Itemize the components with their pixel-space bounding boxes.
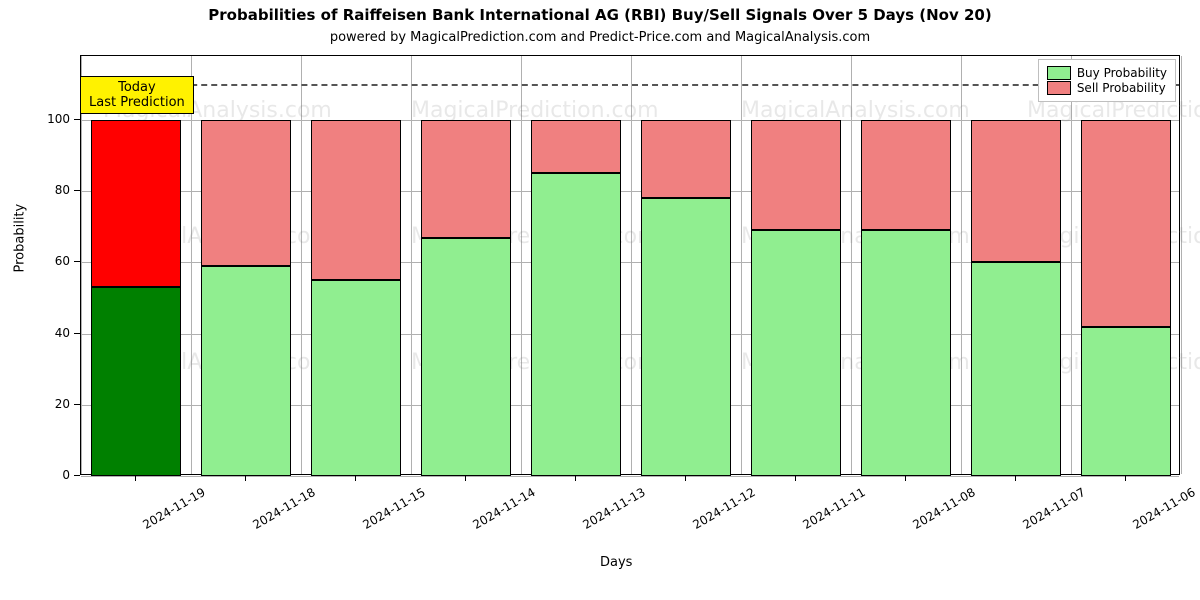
- xtick-mark: [795, 475, 796, 481]
- chart-title: Probabilities of Raiffeisen Bank Interna…: [0, 6, 1200, 24]
- gridline-v: [191, 56, 192, 474]
- ytick-label: 60: [30, 254, 70, 268]
- x-axis-label: Days: [600, 555, 632, 570]
- bar-buy: [751, 230, 841, 476]
- ytick-mark: [74, 119, 80, 120]
- y-axis-label: Probability: [13, 253, 28, 273]
- xtick-label: 2024-11-18: [250, 485, 317, 532]
- gridline-v: [301, 56, 302, 474]
- xtick-mark: [1125, 475, 1126, 481]
- xtick-mark: [245, 475, 246, 481]
- gridline-v: [521, 56, 522, 474]
- chart-container: Probabilities of Raiffeisen Bank Interna…: [0, 0, 1200, 600]
- gridline-v: [81, 56, 82, 474]
- xtick-mark: [685, 475, 686, 481]
- ytick-label: 40: [30, 326, 70, 340]
- bar-buy: [641, 198, 731, 476]
- xtick-label: 2024-11-15: [360, 485, 427, 532]
- xtick-mark: [465, 475, 466, 481]
- bar-sell: [1081, 120, 1171, 326]
- gridline-v: [741, 56, 742, 474]
- bar-buy: [421, 238, 511, 476]
- annotation-line1: Today: [118, 80, 156, 95]
- bar-sell: [971, 120, 1061, 262]
- legend-label: Sell Probability: [1077, 81, 1166, 95]
- legend-item: Buy Probability: [1047, 66, 1167, 80]
- bar-buy: [971, 262, 1061, 476]
- xtick-mark: [1015, 475, 1016, 481]
- bar-buy: [311, 280, 401, 476]
- xtick-label: 2024-11-06: [1130, 485, 1197, 532]
- bar-sell: [861, 120, 951, 230]
- ytick-mark: [74, 261, 80, 262]
- legend-item: Sell Probability: [1047, 81, 1167, 95]
- legend: Buy ProbabilitySell Probability: [1038, 59, 1176, 102]
- annotation-line2: Last Prediction: [89, 95, 185, 110]
- bar-buy: [1081, 327, 1171, 476]
- ytick-mark: [74, 404, 80, 405]
- ytick-mark: [74, 475, 80, 476]
- xtick-label: 2024-11-08: [910, 485, 977, 532]
- gridline-v: [411, 56, 412, 474]
- bar-buy: [531, 173, 621, 476]
- gridline-v: [961, 56, 962, 474]
- legend-swatch: [1047, 81, 1071, 95]
- bar-sell: [201, 120, 291, 266]
- xtick-label: 2024-11-13: [580, 485, 647, 532]
- bar-buy: [861, 230, 951, 476]
- ytick-label: 80: [30, 183, 70, 197]
- bar-sell: [751, 120, 841, 230]
- reference-line: [81, 84, 1179, 86]
- gridline-v: [631, 56, 632, 474]
- bar-buy: [201, 266, 291, 476]
- gridline-v: [1181, 56, 1182, 474]
- bar-buy: [91, 287, 181, 476]
- gridline-v: [851, 56, 852, 474]
- today-annotation: Today Last Prediction: [80, 76, 194, 114]
- ytick-label: 100: [30, 112, 70, 126]
- ytick-label: 0: [30, 468, 70, 482]
- xtick-label: 2024-11-11: [800, 485, 867, 532]
- bar-sell: [421, 120, 511, 237]
- ytick-mark: [74, 190, 80, 191]
- bar-sell: [91, 120, 181, 287]
- xtick-mark: [575, 475, 576, 481]
- xtick-mark: [905, 475, 906, 481]
- xtick-mark: [355, 475, 356, 481]
- gridline-v: [1071, 56, 1072, 474]
- bar-sell: [531, 120, 621, 173]
- plot-area: MagicalAnalysis.comMagicalPrediction.com…: [80, 55, 1180, 475]
- legend-swatch: [1047, 66, 1071, 80]
- xtick-mark: [135, 475, 136, 481]
- ytick-mark: [74, 333, 80, 334]
- bar-sell: [311, 120, 401, 280]
- chart-subtitle: powered by MagicalPrediction.com and Pre…: [0, 30, 1200, 45]
- xtick-label: 2024-11-07: [1020, 485, 1087, 532]
- xtick-label: 2024-11-14: [470, 485, 537, 532]
- legend-label: Buy Probability: [1077, 66, 1167, 80]
- bar-sell: [641, 120, 731, 198]
- xtick-label: 2024-11-12: [690, 485, 757, 532]
- xtick-label: 2024-11-19: [140, 485, 207, 532]
- ytick-label: 20: [30, 397, 70, 411]
